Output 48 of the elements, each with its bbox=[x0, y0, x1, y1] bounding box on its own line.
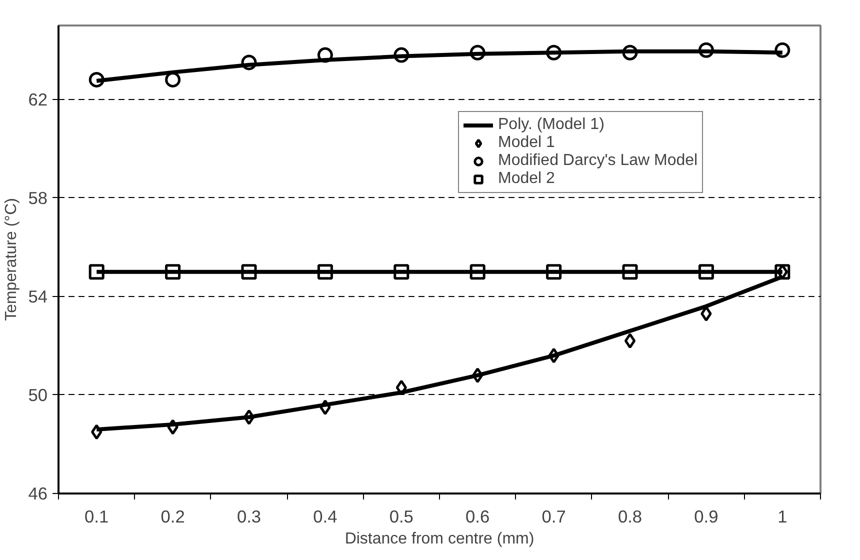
point bbox=[317, 47, 333, 63]
point bbox=[317, 264, 333, 280]
x-tick-label: 0.5 bbox=[389, 506, 414, 526]
point bbox=[165, 72, 181, 88]
y-tick-label: 62 bbox=[28, 89, 48, 110]
point bbox=[698, 264, 714, 280]
y-tick-label: 50 bbox=[28, 384, 48, 405]
point bbox=[241, 264, 257, 280]
x-tick-label: 0.6 bbox=[466, 506, 490, 526]
point bbox=[91, 424, 102, 440]
point bbox=[243, 409, 255, 425]
point bbox=[472, 368, 484, 384]
point bbox=[394, 264, 410, 280]
point bbox=[622, 44, 638, 60]
legend-label: Model 1 bbox=[498, 134, 555, 152]
point bbox=[167, 419, 178, 435]
point bbox=[546, 264, 562, 280]
point bbox=[700, 306, 712, 322]
x-tick-label: 0.4 bbox=[313, 506, 338, 526]
x-tick-label: 0.7 bbox=[542, 506, 566, 526]
point bbox=[470, 264, 486, 280]
point bbox=[546, 44, 562, 60]
point bbox=[165, 264, 181, 280]
x-tick-label: 0.9 bbox=[694, 506, 718, 526]
y-tick-label: 46 bbox=[28, 484, 48, 504]
legend-label: Modified Darcy's Law Model bbox=[498, 152, 698, 170]
point bbox=[470, 44, 486, 60]
point bbox=[624, 333, 636, 349]
point bbox=[241, 54, 257, 70]
x-tick-label: 0.3 bbox=[236, 506, 262, 526]
point bbox=[88, 72, 104, 88]
legend-label: Model 2 bbox=[498, 170, 555, 188]
x-axis-title: Distance from centre (mm) bbox=[344, 530, 534, 548]
y-tick-label: 54 bbox=[28, 286, 48, 306]
point bbox=[774, 42, 790, 58]
x-tick-label: 0.2 bbox=[160, 506, 185, 526]
point bbox=[88, 264, 104, 280]
point bbox=[698, 42, 714, 58]
point bbox=[394, 47, 410, 63]
point bbox=[320, 400, 331, 416]
y-axis-title: Temperature (°C) bbox=[3, 198, 20, 321]
x-tick-label: 0.8 bbox=[618, 506, 642, 526]
x-tick-label: 0.1 bbox=[84, 506, 109, 526]
point bbox=[548, 348, 560, 364]
x-tick-label: 1 bbox=[778, 506, 788, 526]
legend-label: Poly. (Model 1) bbox=[498, 116, 604, 134]
point bbox=[622, 264, 638, 280]
y-tick-label: 58 bbox=[28, 188, 48, 208]
